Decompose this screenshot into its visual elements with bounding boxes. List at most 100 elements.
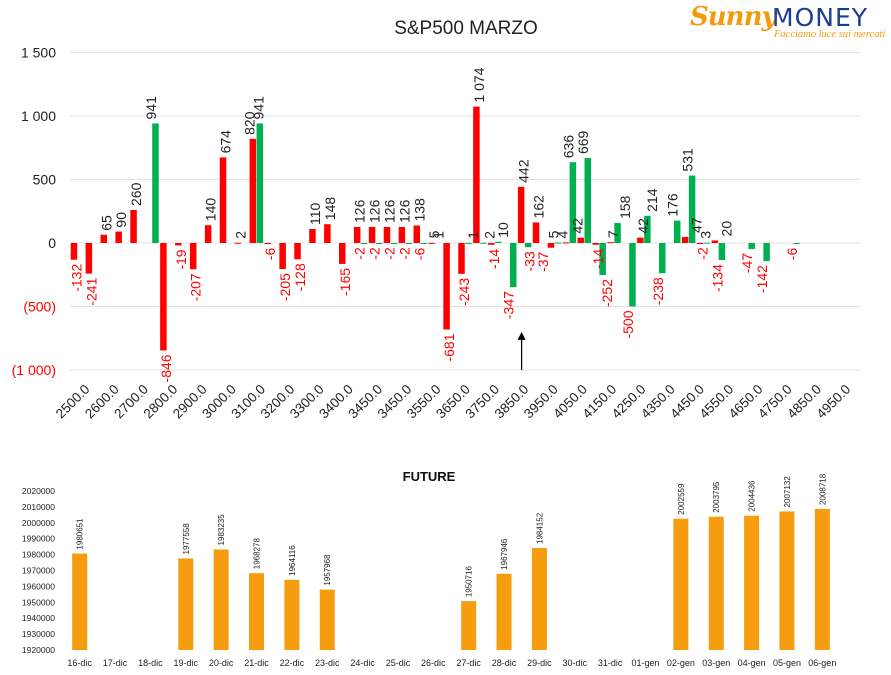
data-label: 126 [352,199,368,223]
future-x-tick-label: 29-dic [527,658,552,668]
future-bar [779,511,795,650]
future-data-label: 1957968 [323,554,332,586]
bar [70,243,78,260]
data-label: -6 [784,248,800,261]
future-data-labels: 1980651 1977558 1983235 1968278 1964116 19579… [76,473,828,597]
future-y-tick-label: 1990000 [22,534,55,544]
data-label: -241 [83,277,99,305]
y-tick-label: (1 000) [12,362,56,378]
future-y-tick-label: 1970000 [22,566,55,576]
data-label: -14 [486,249,502,269]
arrow-head [517,331,526,340]
future-data-label: 1968278 [253,538,262,570]
future-x-tick-label: 24-dic [350,658,375,668]
data-label: 126 [381,199,397,223]
future-y-tick-label: 2020000 [22,486,55,496]
bar [509,243,517,288]
data-label: -347 [501,291,517,319]
future-x-tick-label: 05-gen [773,658,801,668]
future-x-tick-label: 03-gen [702,658,730,668]
bar [100,234,108,243]
bar [398,226,406,243]
x-axis-ticks: 2500.02600.02700.02800.02900.03000.03100… [53,382,854,422]
future-data-label: 2002559 [677,483,686,515]
data-label: 5 [545,230,561,238]
bar [368,226,376,243]
bar [465,242,472,244]
gridlines [70,52,860,371]
bar [495,241,502,243]
y-tick-label: (500) [23,299,56,315]
future-bar [531,547,547,650]
bar [488,243,495,245]
data-label: 260 [128,182,144,206]
data-label: 820 [241,111,257,135]
future-bar [213,549,229,650]
data-label: 674 [218,130,234,154]
bar [458,243,465,274]
bar [413,225,421,243]
bar [673,220,681,243]
data-label: 214 [644,188,660,212]
sunny-money-logo: Sunny MONEY Facciamo luce sui mercati [690,2,886,42]
logo-brand-sunny: Sunny [690,2,777,32]
future-x-tick-label: 20-dic [209,658,234,668]
data-label: 5 [426,230,442,238]
bar [532,222,540,243]
future-data-label: 2004436 [748,480,757,512]
data-label: 941 [143,96,159,120]
future-x-tick-label: 04-gen [738,658,766,668]
future-x-tick-label: 28-dic [492,658,517,668]
bar [711,240,719,243]
bar [383,226,391,243]
future-y-tick-label: 1930000 [22,629,55,639]
data-label: 669 [575,130,591,154]
bar [577,237,584,243]
y-tick-label: 1 000 [21,108,56,124]
data-label: 158 [617,195,633,219]
bar [85,243,93,274]
data-label: -252 [599,279,615,307]
future-x-tick-label: 01-gen [631,658,659,668]
data-label: 20 [718,221,734,237]
data-label: -165 [337,268,353,296]
data-label: -19 [173,249,189,269]
data-label: -238 [650,277,666,305]
y-tick-label: 0 [48,235,56,251]
data-label: -500 [620,310,636,338]
bar [115,231,122,243]
logo-brand-money: MONEY [772,3,869,32]
bar [175,243,182,246]
future-x-tick-label: 23-dic [315,658,340,668]
x-tick-label: 4950.0 [814,382,854,422]
bar [592,243,599,245]
future-bar [319,589,335,650]
future-bars [72,508,830,650]
data-label: -6 [262,248,278,261]
future-x-tick-label: 19-dic [174,658,199,668]
data-label: 531 [680,148,696,172]
data-labels: -132-2416590260941-846-19-20714067428209… [68,67,799,382]
future-bar [284,579,300,650]
data-label: 2 [232,231,248,239]
data-label: 176 [665,193,681,217]
future-title: FUTURE [403,469,456,484]
future-data-label: 2008718 [818,473,827,505]
future-data-label: 1950716 [465,565,474,597]
future-x-tick-label: 02-gen [667,658,695,668]
data-label: -128 [292,263,308,291]
data-label: -2 [367,247,383,260]
data-label: -681 [441,333,457,361]
future-bar [708,516,724,650]
bar [339,243,346,264]
data-label: 1 [465,231,481,239]
bar [405,243,413,244]
data-label: 10 [495,222,511,238]
bar [152,123,159,243]
future-x-tick-label: 22-dic [280,658,305,668]
data-label: -2 [352,247,368,260]
data-label: -205 [277,273,293,301]
future-x-axis-ticks: 16-dic 17-dic 18-dic 19-dic 20-dic 21-dic 22-d… [67,658,836,668]
data-label: 126 [367,199,383,223]
arrow-annotation [517,331,526,370]
